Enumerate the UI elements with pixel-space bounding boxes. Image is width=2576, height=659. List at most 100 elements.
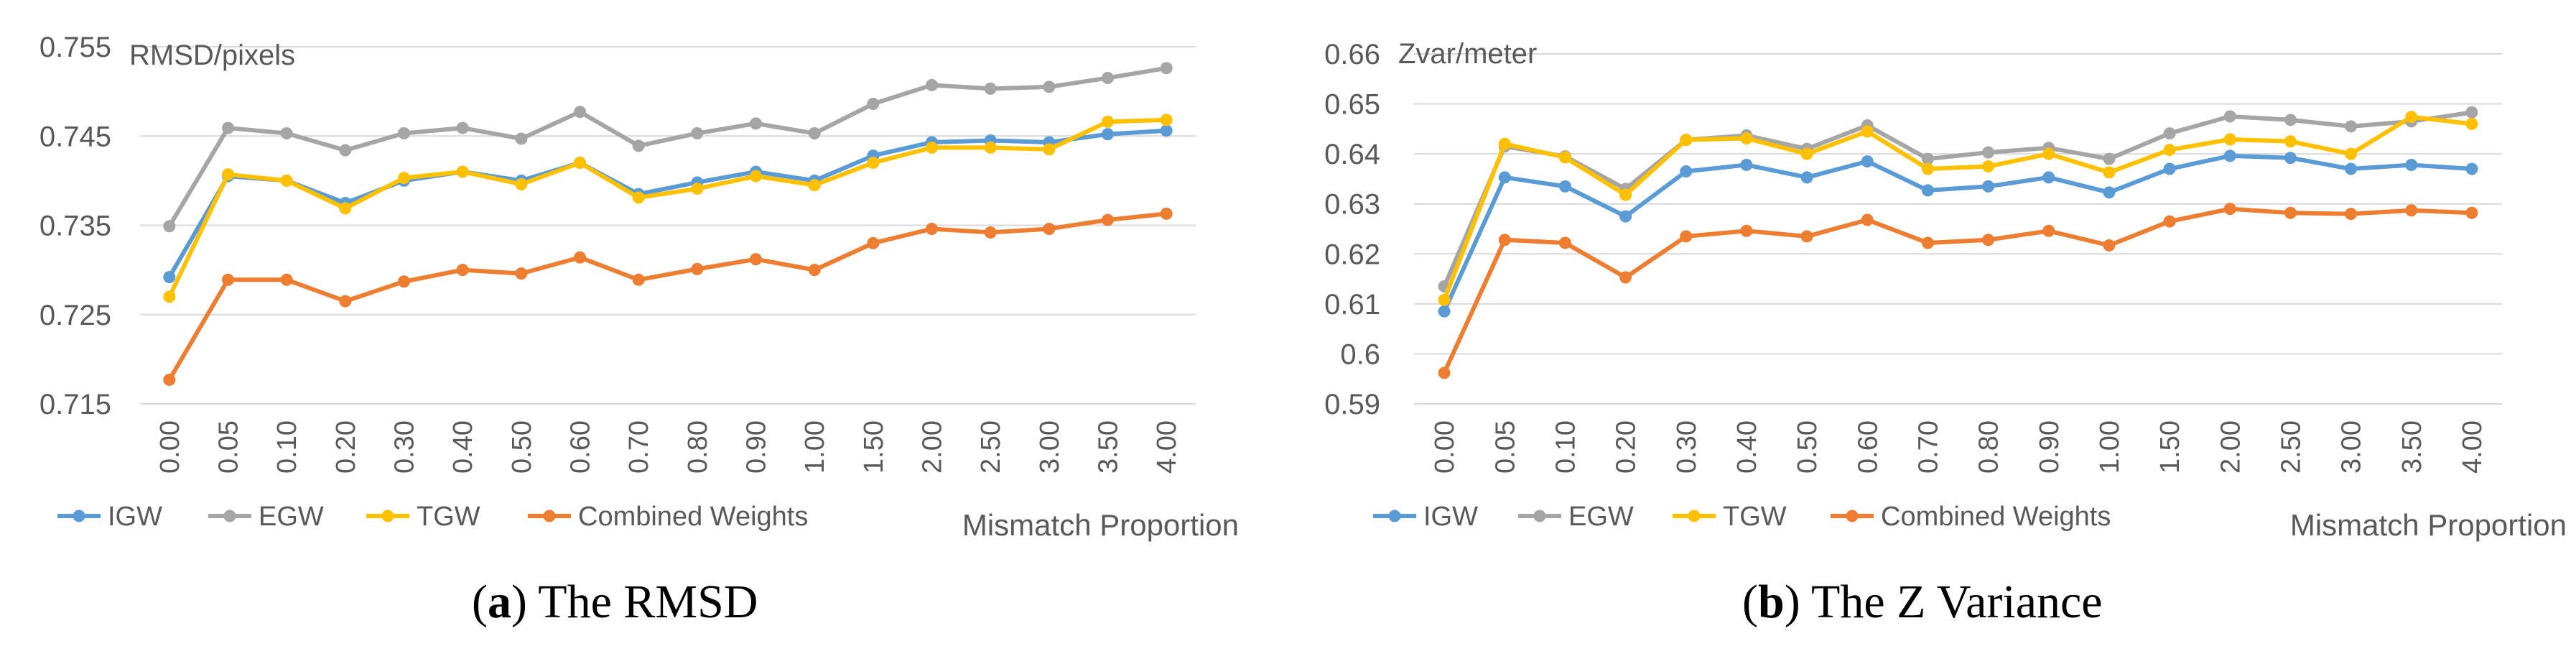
data-point bbox=[1921, 184, 1934, 197]
data-point bbox=[222, 121, 234, 134]
data-point bbox=[280, 273, 293, 286]
caption-letter: a bbox=[487, 576, 511, 628]
x-tick-label: 0.60 bbox=[1853, 420, 1883, 474]
gridlines bbox=[1414, 53, 2502, 405]
data-point bbox=[1619, 210, 1632, 223]
chart-panel-rmsd: 0.755 0.745 0.735 0.725 0.715 RMSD/pixels 0.00… bbox=[39, 32, 1239, 628]
x-tick-label: 0.70 bbox=[1913, 420, 1943, 474]
y-axis-ticks: 0.755 0.745 0.735 0.725 0.715 bbox=[39, 32, 111, 420]
data-point bbox=[574, 157, 586, 170]
gridlines bbox=[140, 46, 1196, 405]
data-point bbox=[456, 165, 469, 178]
x-axis-ticks: 0.00 0.05 0.10 0.20 0.30 0.40 0.50 0.60 0.70 0.80… bbox=[1430, 420, 2488, 474]
data-point bbox=[808, 179, 821, 192]
legend: IGW EGW TGW Combined Weights bbox=[1373, 502, 2111, 532]
caption-letter: b bbox=[1757, 576, 1785, 628]
data-point bbox=[1043, 222, 1056, 235]
data-point bbox=[1982, 180, 1995, 193]
legend-label: IGW bbox=[108, 502, 162, 532]
data-point bbox=[632, 191, 645, 204]
data-point bbox=[1558, 236, 1571, 249]
data-point bbox=[1102, 128, 1114, 141]
data-point bbox=[984, 141, 997, 154]
x-axis-title: Mismatch Proportion bbox=[2290, 508, 2567, 542]
legend-label: Combined Weights bbox=[578, 502, 808, 532]
x-tick-label: 3.00 bbox=[1035, 420, 1065, 474]
data-point bbox=[691, 127, 704, 140]
series-tgw bbox=[1438, 111, 2478, 306]
series-line-egw bbox=[167, 65, 1167, 228]
data-point bbox=[2345, 208, 2358, 221]
legend-item-combined-weights: Combined Weights bbox=[528, 502, 808, 532]
series-line-combined-weights bbox=[167, 211, 1167, 381]
data-point bbox=[632, 273, 645, 286]
x-tick-label: 0.20 bbox=[331, 420, 361, 474]
data-point bbox=[750, 117, 762, 130]
data-point bbox=[2163, 215, 2176, 228]
data-point bbox=[2103, 152, 2116, 165]
data-point bbox=[515, 132, 528, 145]
data-point bbox=[2345, 162, 2358, 175]
data-point bbox=[1558, 180, 1571, 193]
y-tick-label: 0.66 bbox=[1324, 39, 1380, 70]
legend-label: EGW bbox=[1568, 502, 1634, 532]
data-point bbox=[867, 98, 880, 111]
legend-swatch-marker bbox=[73, 510, 85, 522]
y-tick-label: 0.725 bbox=[39, 300, 111, 331]
y-tick-label: 0.64 bbox=[1324, 139, 1380, 170]
data-point bbox=[574, 106, 586, 119]
data-point bbox=[2103, 186, 2116, 199]
x-tick-label: 2.00 bbox=[2215, 420, 2246, 474]
data-point bbox=[456, 264, 469, 277]
data-point bbox=[1438, 293, 1451, 306]
x-tick-label: 0.60 bbox=[566, 420, 596, 474]
data-point bbox=[867, 236, 880, 249]
data-point bbox=[1861, 155, 1874, 168]
series-egw bbox=[163, 62, 1173, 233]
data-point bbox=[339, 202, 352, 215]
data-point bbox=[2284, 206, 2297, 219]
data-point bbox=[691, 183, 704, 195]
data-point bbox=[1160, 124, 1173, 137]
caption-text: The RMSD bbox=[538, 576, 758, 628]
data-point bbox=[984, 82, 997, 95]
series-tgw bbox=[163, 114, 1173, 303]
data-point bbox=[163, 290, 176, 303]
data-point bbox=[2223, 110, 2236, 123]
data-point bbox=[1740, 224, 1753, 237]
rmsd-line-chart: 0.755 0.745 0.735 0.725 0.715 RMSD/pixels 0.00… bbox=[39, 32, 1239, 542]
data-point bbox=[1102, 213, 1114, 226]
data-point bbox=[691, 262, 704, 275]
series-line-tgw bbox=[1442, 114, 2473, 301]
zvariance-line-chart: 0.66 0.65 0.64 0.63 0.62 0.61 0.6 0.59 Zvar/mete… bbox=[1324, 38, 2567, 542]
series-line-combined-weights bbox=[1442, 206, 2473, 374]
legend-label: TGW bbox=[1723, 502, 1787, 532]
data-point bbox=[163, 373, 176, 386]
data-point bbox=[280, 127, 293, 140]
data-point bbox=[867, 157, 880, 170]
data-point bbox=[1982, 146, 1995, 159]
caption-zvariance: (b) The Z Variance bbox=[1742, 576, 2103, 628]
data-point bbox=[1102, 115, 1114, 128]
x-tick-label: 0.90 bbox=[2035, 420, 2065, 474]
x-axis-title: Mismatch Proportion bbox=[962, 508, 1239, 542]
caption-rmsd: (a) The RMSD bbox=[472, 576, 758, 628]
data-point bbox=[2103, 166, 2116, 179]
data-point bbox=[1619, 271, 1632, 284]
legend: IGW EGW TGW Combined Weights bbox=[57, 502, 808, 532]
data-point bbox=[2465, 117, 2478, 130]
legend-label: TGW bbox=[417, 502, 480, 532]
x-tick-label: 4.00 bbox=[1152, 420, 1182, 474]
x-tick-label: 1.00 bbox=[2095, 420, 2125, 474]
legend-item-egw: EGW bbox=[1518, 502, 1634, 532]
data-point bbox=[1740, 158, 1753, 171]
x-tick-label: 1.00 bbox=[800, 420, 830, 474]
data-point bbox=[515, 267, 528, 280]
legend-swatch-marker bbox=[543, 510, 556, 522]
x-axis-ticks: 0.00 0.05 0.10 0.20 0.30 0.40 0.50 0.60 0.70 0.80… bbox=[155, 420, 1182, 474]
data-point bbox=[1438, 367, 1451, 379]
x-tick-label: 0.00 bbox=[1430, 420, 1460, 474]
y-tick-label: 0.6 bbox=[1340, 338, 1380, 370]
data-point bbox=[1498, 137, 1511, 150]
data-point bbox=[1800, 230, 1813, 243]
